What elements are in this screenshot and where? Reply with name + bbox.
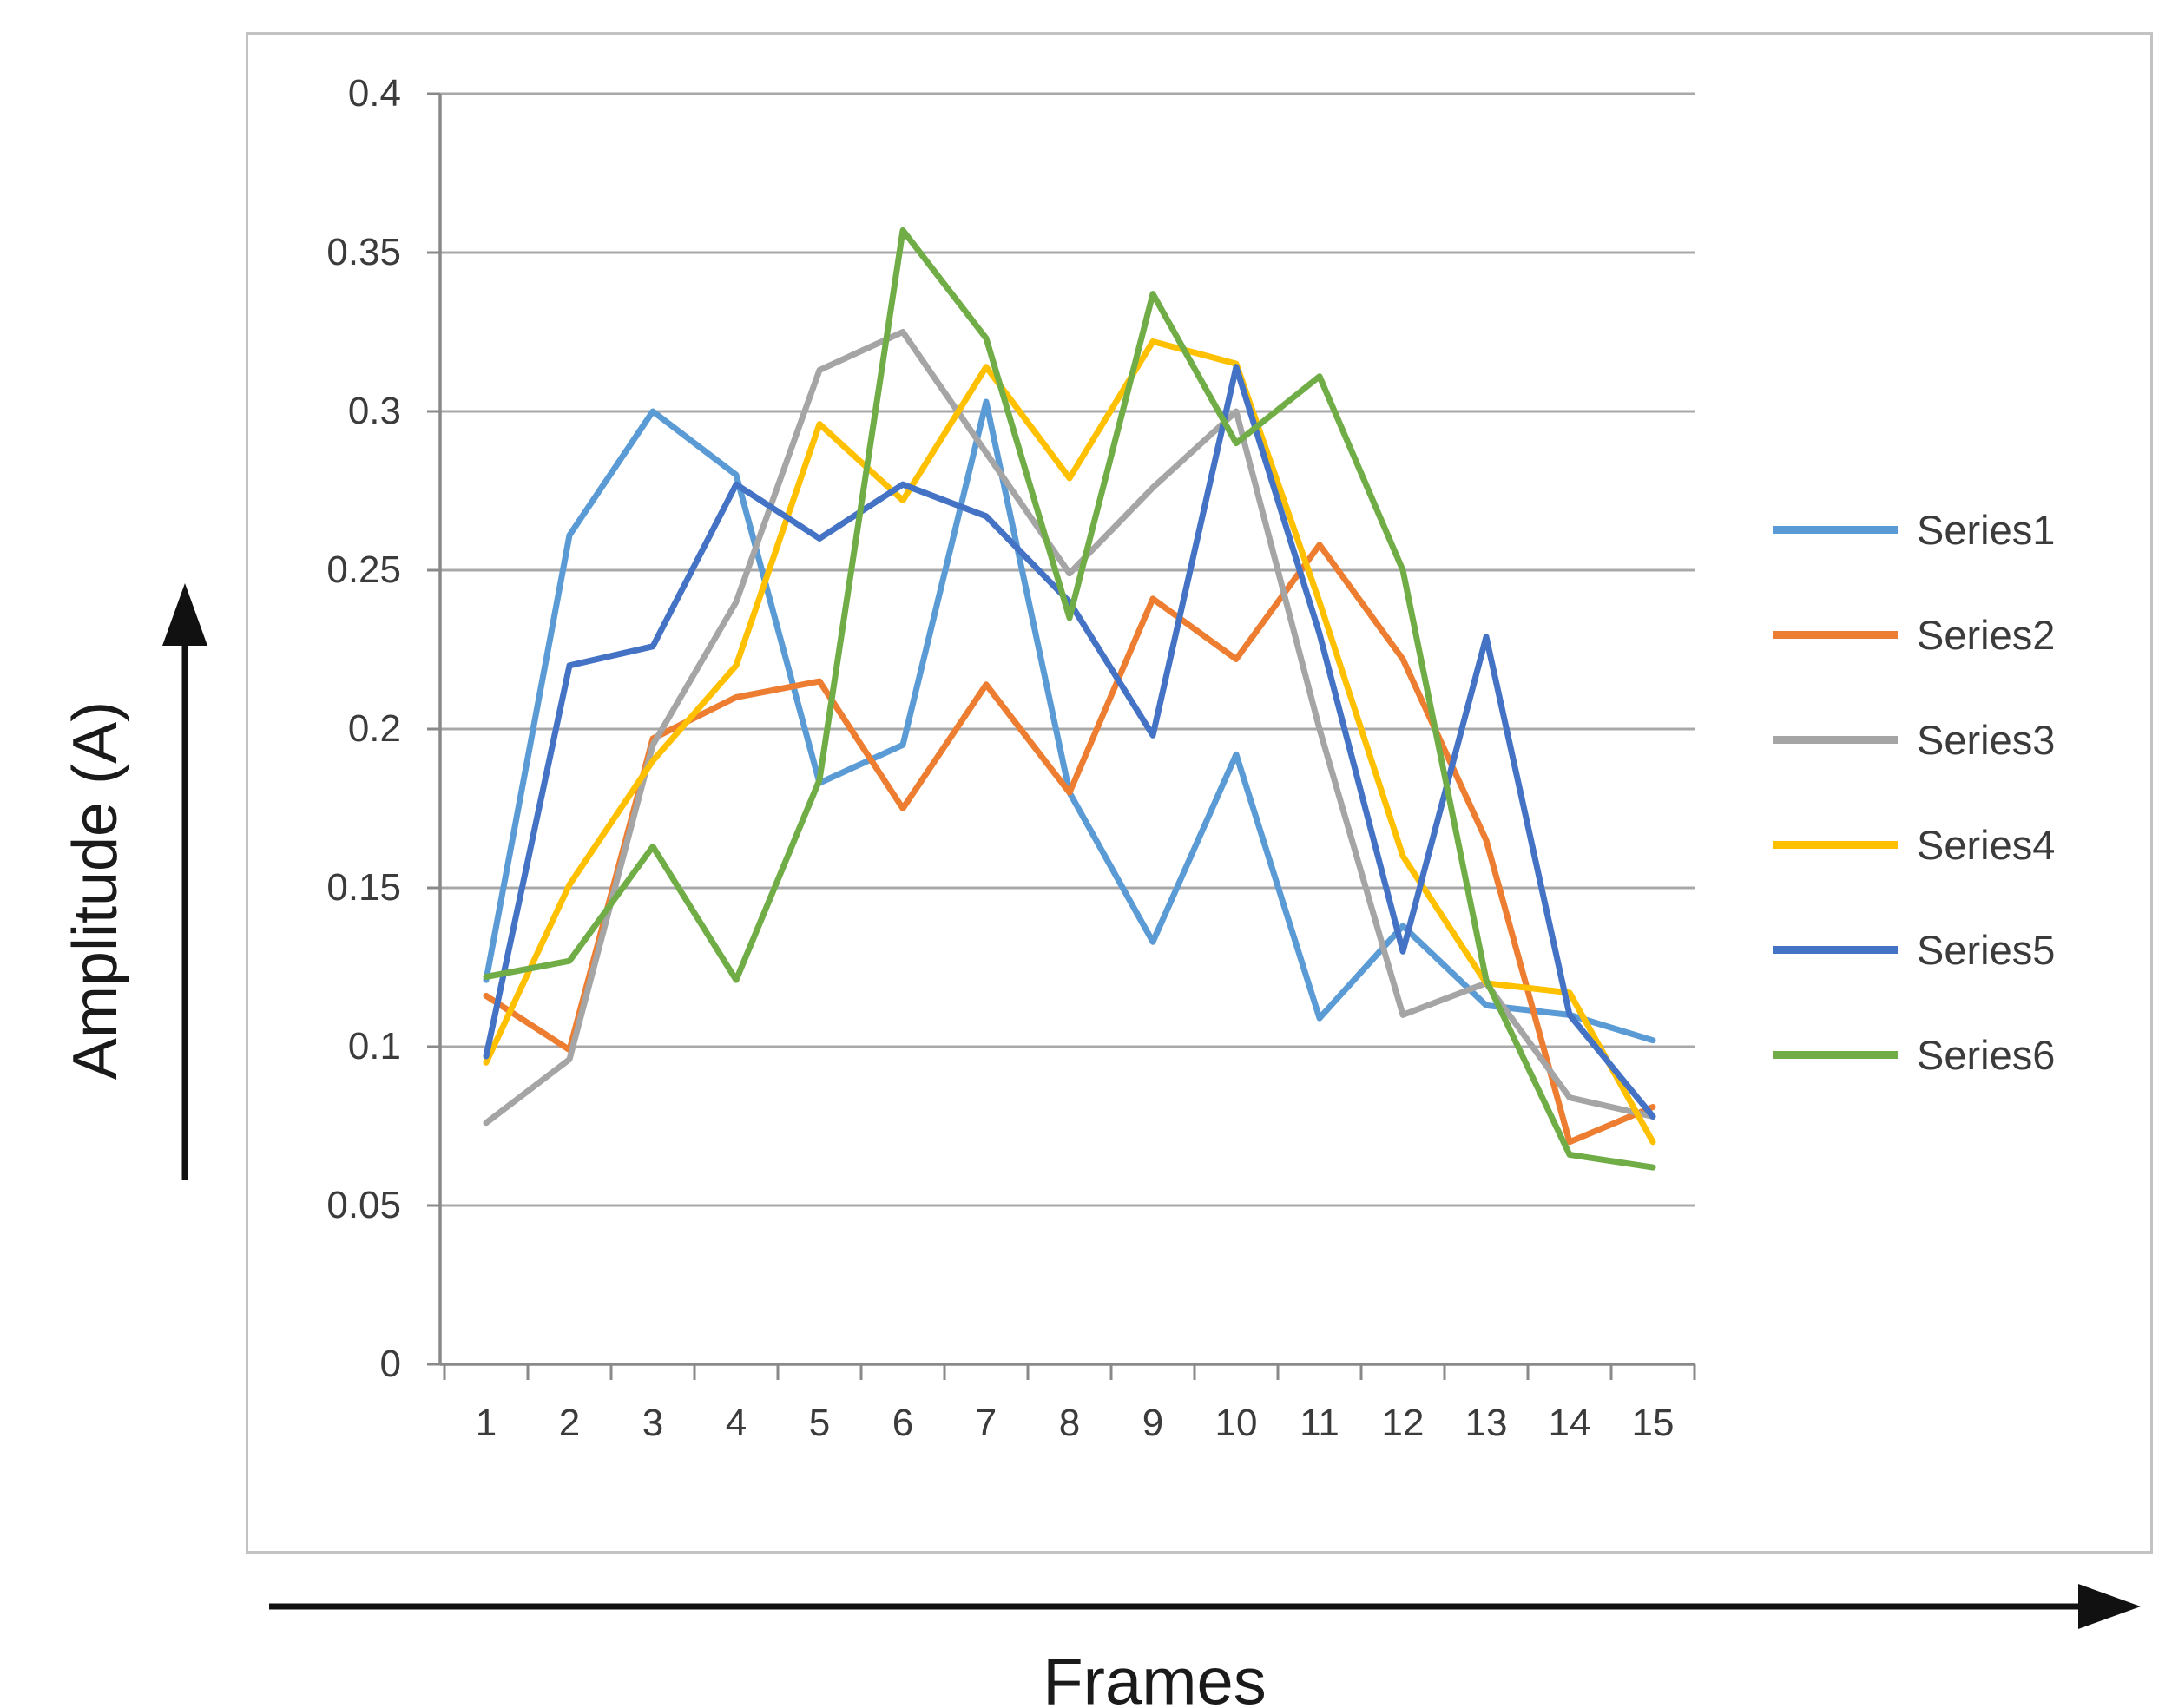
legend-label-Series1: Series1: [1917, 506, 2056, 553]
legend-item-Series6[interactable]: Series6: [1773, 1028, 2055, 1081]
legend-item-Series2[interactable]: Series2: [1773, 608, 2055, 660]
series-line-Series4[interactable]: [483, 338, 1656, 1146]
x-tick-label-1: 1: [475, 1402, 497, 1444]
y-tick-label-0.25: 0.25: [326, 549, 401, 591]
legend-label-Series3: Series3: [1917, 716, 2056, 763]
legend-swatch-Series1: [1773, 525, 1898, 534]
y-tick-label-0.05: 0.05: [326, 1184, 401, 1226]
y-tick-label-0.2: 0.2: [347, 707, 401, 750]
y-tick-label-0.35: 0.35: [326, 231, 401, 273]
legend-label-Series2: Series2: [1917, 611, 2056, 658]
legend-label-Series4: Series4: [1917, 821, 2056, 868]
series-line-Series5[interactable]: [483, 364, 1656, 1120]
legend-label-Series5: Series5: [1917, 926, 2056, 973]
legend-swatch-Series4: [1773, 840, 1898, 849]
y-tick-label-0.1: 0.1: [347, 1025, 401, 1068]
x-tick-label-4: 4: [725, 1402, 747, 1444]
y-tick-label-0.15: 0.15: [326, 866, 401, 909]
x-tick-label-5: 5: [808, 1402, 831, 1444]
legend-item-Series4[interactable]: Series4: [1773, 818, 2055, 870]
y-tick-label-0.4: 0.4: [347, 72, 401, 115]
x-tick-label-13: 13: [1464, 1402, 1508, 1444]
x-tick-label-10: 10: [1214, 1402, 1258, 1444]
x-tick-label-15: 15: [1631, 1402, 1675, 1444]
x-tick-label-6: 6: [892, 1402, 914, 1444]
y-tick-label-0: 0: [379, 1343, 401, 1385]
x-tick-label-7: 7: [975, 1402, 997, 1444]
gridlines: [440, 92, 1695, 1207]
series-lines: [483, 227, 1656, 1171]
legend-swatch-Series5: [1773, 945, 1898, 954]
series-line-Series3[interactable]: [483, 329, 1656, 1127]
legend-item-Series5[interactable]: Series5: [1773, 923, 2055, 976]
series-line-Series6[interactable]: [483, 227, 1656, 1171]
x-tick-label-2: 2: [558, 1402, 581, 1444]
x-tick-label-11: 11: [1300, 1402, 1339, 1444]
x-tick-label-12: 12: [1381, 1402, 1425, 1444]
x-tick-label-9: 9: [1142, 1402, 1164, 1444]
legend-label-Series6: Series6: [1917, 1031, 2056, 1078]
legend-swatch-Series2: [1773, 630, 1898, 639]
chart-frame: [246, 32, 2153, 1554]
legend-swatch-Series6: [1773, 1050, 1898, 1059]
y-axis-title: Amplitude (A): [61, 700, 130, 1081]
tick-marks: [427, 92, 1696, 1380]
amplitude-axis-arrow-icon: [162, 583, 207, 1180]
x-tick-label-3: 3: [642, 1402, 664, 1444]
frames-axis-arrow-icon: [269, 1584, 2141, 1629]
x-tick-label-8: 8: [1058, 1402, 1081, 1444]
y-tick-label-0.3: 0.3: [347, 390, 401, 432]
legend-item-Series1[interactable]: Series1: [1773, 503, 2055, 555]
legend-swatch-Series3: [1773, 735, 1898, 744]
x-tick-label-14: 14: [1548, 1402, 1591, 1444]
x-axis-title: Frames: [1043, 1645, 1267, 1708]
legend-item-Series3[interactable]: Series3: [1773, 713, 2055, 765]
